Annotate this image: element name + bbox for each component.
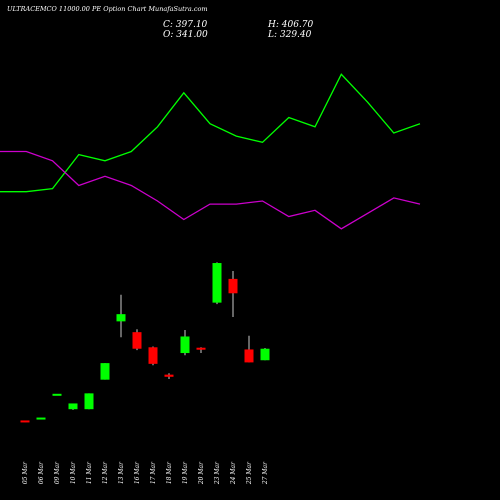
candle-body-3 bbox=[68, 403, 78, 410]
candle-15 bbox=[260, 348, 270, 361]
x-tick-label-1: 06 Mar bbox=[38, 461, 45, 484]
x-tick-label-14: 25 Mar bbox=[246, 461, 253, 485]
candle-body-15 bbox=[260, 348, 270, 361]
candle-3 bbox=[68, 403, 78, 410]
x-tick-label-15: 27 Mar bbox=[262, 461, 269, 485]
candle-10 bbox=[180, 330, 190, 356]
candle-body-10 bbox=[180, 336, 190, 354]
candle-6 bbox=[116, 294, 126, 338]
candle-7 bbox=[132, 329, 142, 351]
candle-5 bbox=[100, 363, 110, 380]
candle-body-12 bbox=[212, 263, 222, 303]
candle-body-7 bbox=[132, 332, 142, 349]
candle-12 bbox=[212, 262, 222, 305]
candle-layer bbox=[20, 262, 270, 423]
x-tick-label-9: 18 Mar bbox=[166, 461, 173, 484]
x-tick-label-7: 16 Mar bbox=[134, 461, 141, 484]
indicator-layer bbox=[0, 73, 421, 230]
x-tick-label-3: 10 Mar bbox=[70, 461, 77, 484]
x-tick-label-2: 09 Mar bbox=[54, 461, 61, 484]
candle-body-5 bbox=[100, 363, 110, 380]
x-tick-label-0: 05 Mar bbox=[22, 461, 29, 484]
open-readout: O: 341.00 bbox=[163, 30, 208, 40]
candle-body-13 bbox=[228, 278, 238, 294]
x-tick-label-10: 19 Mar bbox=[182, 461, 189, 484]
candle-body-4 bbox=[84, 393, 94, 410]
candle-body-0 bbox=[20, 420, 30, 423]
indicator-line-0 bbox=[0, 73, 421, 193]
candle-8 bbox=[148, 346, 158, 366]
chart-title: ULTRACEMCO 11000.00 PE Option Chart Muna… bbox=[7, 5, 208, 13]
x-tick-label-5: 12 Mar bbox=[102, 461, 109, 484]
candle-11 bbox=[196, 347, 206, 354]
candle-2 bbox=[52, 393, 62, 396]
x-tick-label-13: 24 Mar bbox=[230, 461, 237, 485]
candle-0 bbox=[20, 420, 30, 423]
candle-body-11 bbox=[196, 347, 206, 350]
x-tick-label-11: 20 Mar bbox=[198, 461, 205, 485]
candle-body-9 bbox=[164, 374, 174, 377]
candle-13 bbox=[228, 270, 238, 318]
high-readout: H: 406.70 bbox=[268, 20, 314, 30]
x-axis-ticks: 05 Mar 06 Mar 09 Mar 10 Mar 11 Mar 12 Mar 13 M… bbox=[22, 461, 269, 485]
candle-body-6 bbox=[116, 314, 126, 322]
x-tick-label-12: 23 Mar bbox=[214, 461, 221, 485]
candle-4 bbox=[84, 393, 94, 410]
x-tick-label-4: 11 Mar bbox=[86, 461, 93, 484]
candle-body-8 bbox=[148, 347, 158, 364]
indicator-line-1 bbox=[0, 150, 421, 230]
candle-body-2 bbox=[52, 393, 62, 396]
low-readout: L: 329.40 bbox=[268, 30, 312, 40]
candle-1 bbox=[36, 417, 46, 420]
candle-body-14 bbox=[244, 349, 254, 363]
x-tick-label-8: 17 Mar bbox=[150, 461, 157, 484]
candle-14 bbox=[244, 335, 254, 363]
close-readout: C: 397.10 bbox=[163, 20, 208, 30]
candle-body-1 bbox=[36, 417, 46, 420]
candle-9 bbox=[164, 373, 174, 379]
x-tick-label-6: 13 Mar bbox=[118, 461, 125, 484]
